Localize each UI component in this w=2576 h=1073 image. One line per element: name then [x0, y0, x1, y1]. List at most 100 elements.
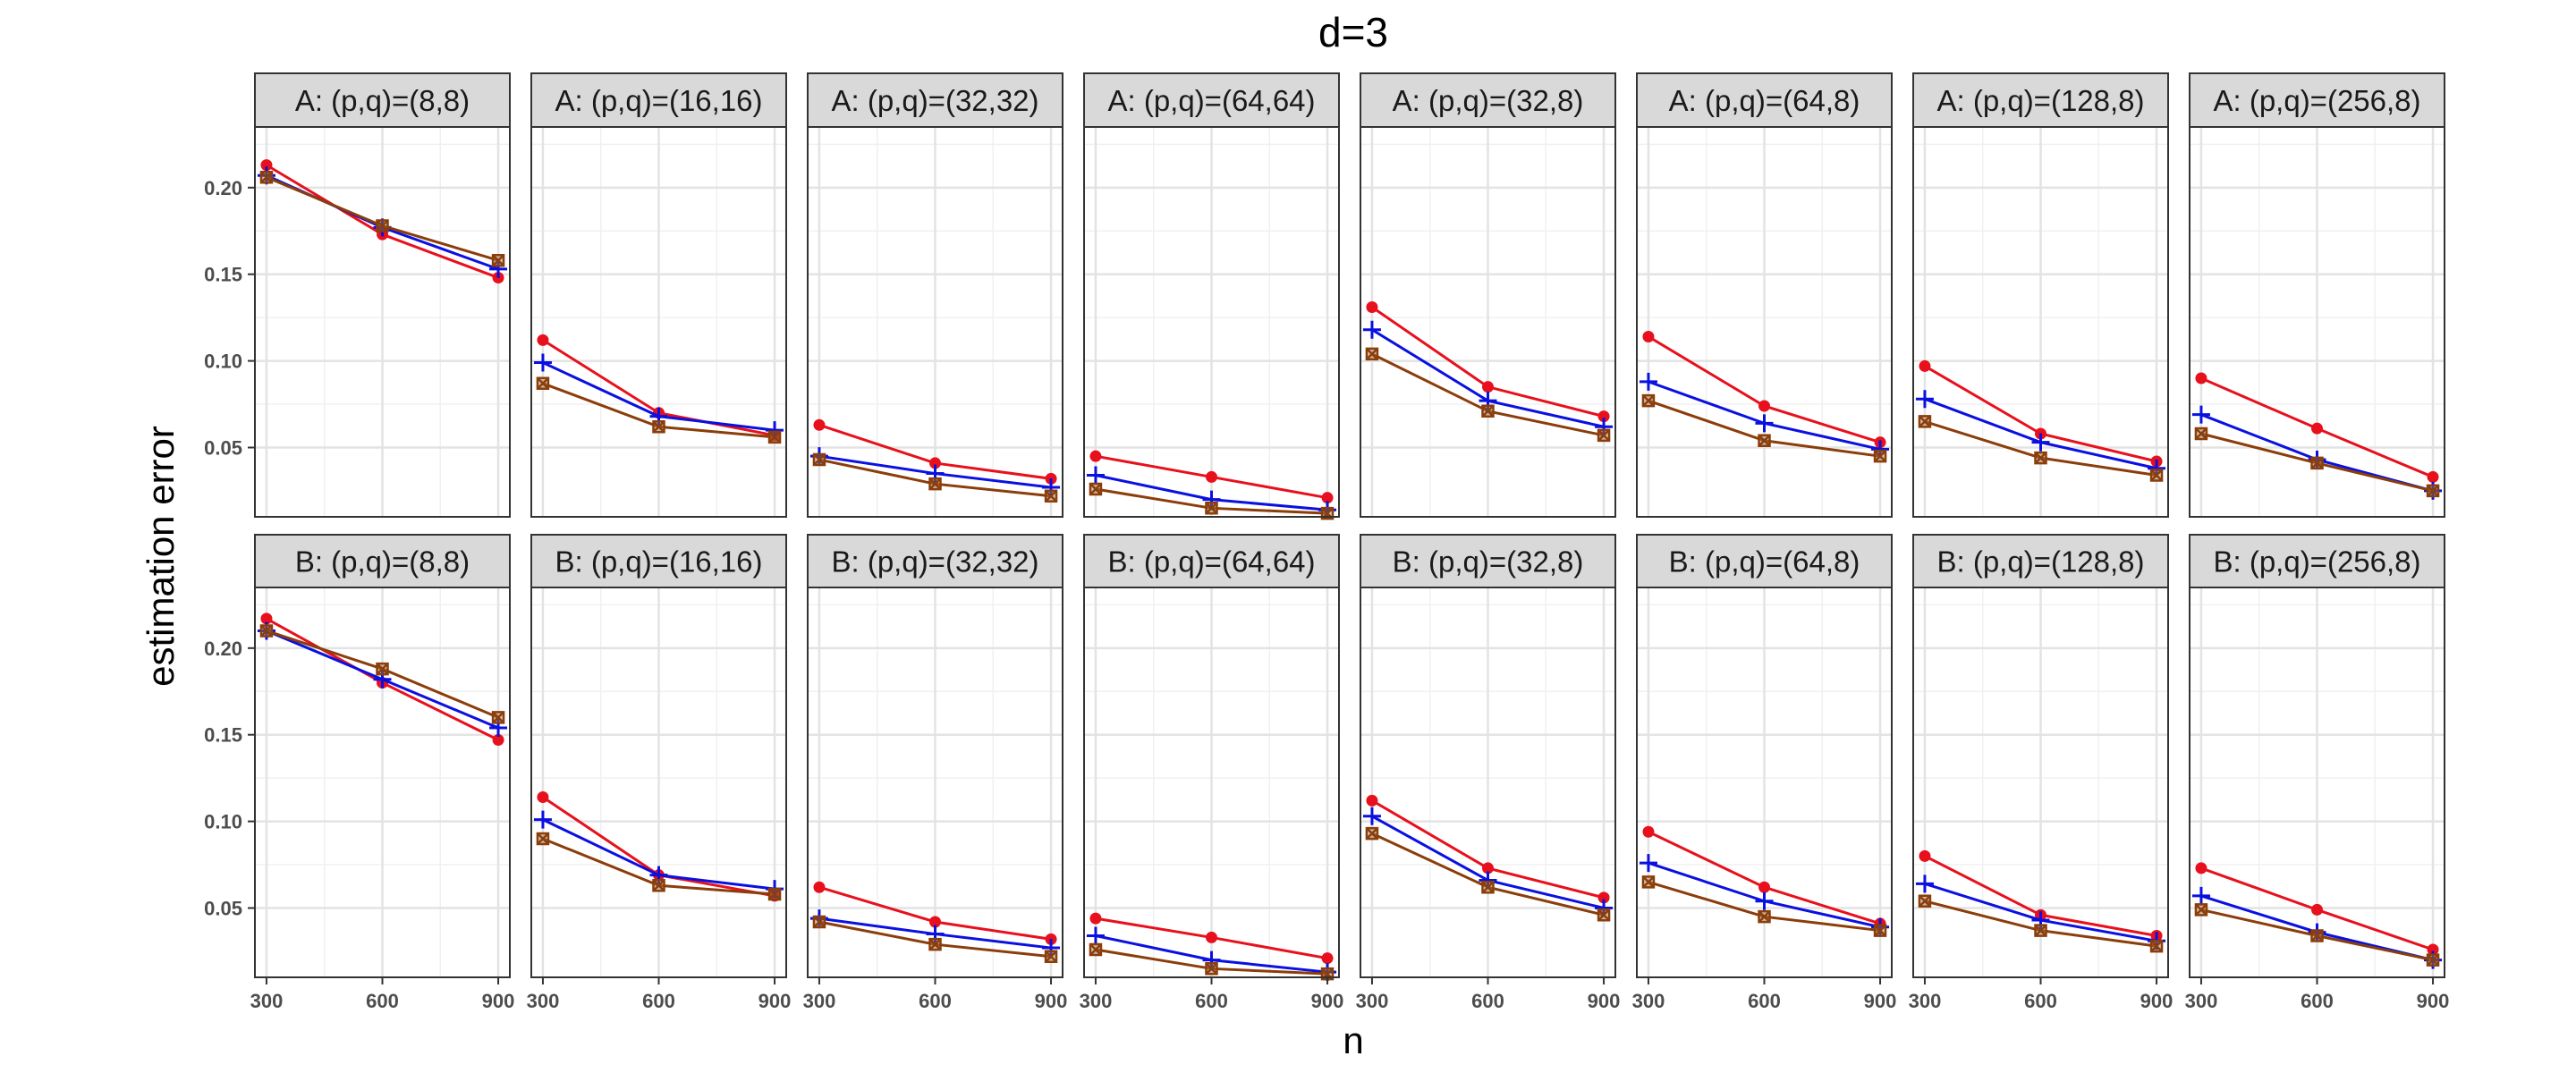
facet-strip-label: B: (p,q)=(8,8) [295, 545, 470, 579]
data-point-s3 [2310, 456, 2324, 470]
facet-panel-b-3: B: (p,q)=(32,32) 300 600 900 [803, 534, 1068, 1012]
x-tick-label: 600 [2024, 990, 2057, 1012]
chart-title: d=3 [1318, 9, 1388, 55]
facet-strip [254, 72, 511, 128]
data-point-s2 [1042, 939, 1061, 958]
data-point-s2 [489, 259, 508, 278]
data-point-s1 [537, 790, 549, 803]
data-point-s2 [1595, 418, 1614, 436]
data-point-s2 [1362, 320, 1381, 339]
x-tick-label: 600 [1471, 990, 1504, 1012]
x-tick-label: 300 [1909, 990, 1942, 1012]
data-point-s1 [2311, 422, 2323, 435]
data-point-s1 [537, 334, 549, 346]
facet-strip [1912, 534, 2169, 588]
data-point-s1 [1089, 450, 1102, 462]
facet-panel-a-3: A: (p,q)=(32,32) [807, 72, 1063, 518]
data-point-s1 [1206, 931, 1217, 943]
data-point-s2 [2031, 433, 2050, 452]
data-point-s2 [1086, 926, 1105, 945]
facet-strip-label: A: (p,q)=(8,8) [295, 84, 470, 117]
data-point-s2 [1755, 414, 1774, 433]
data-point-s3 [1597, 908, 1611, 922]
data-point-s1 [1206, 470, 1217, 483]
data-point-s3 [1365, 347, 1379, 361]
y-tick-label: 0.15 [204, 264, 242, 286]
data-point-s3 [652, 419, 665, 434]
facet-strip-label: A: (p,q)=(256,8) [2213, 84, 2420, 117]
facet-strip-label: B: (p,q)=(64,8) [1669, 545, 1860, 579]
x-axis-title: n [1343, 1019, 1363, 1061]
data-point-s3 [1205, 502, 1218, 515]
data-point-s1 [1758, 881, 1770, 893]
data-point-s1 [1919, 849, 1931, 862]
data-point-s1 [929, 457, 941, 469]
data-point-s3 [376, 219, 389, 232]
x-tick-label: 300 [1632, 990, 1665, 1012]
data-point-s3 [1918, 415, 1932, 428]
facet-strip [1636, 72, 1893, 128]
facet-strip [807, 534, 1063, 588]
data-point-s3 [1641, 393, 1656, 408]
panel-border [807, 126, 1063, 518]
data-point-s1 [1919, 359, 1931, 372]
x-tick-label: 600 [919, 990, 952, 1012]
y-tick-label: 0.20 [204, 177, 242, 199]
data-point-s3 [767, 430, 782, 444]
data-point-s3 [1758, 909, 1771, 924]
data-point-s3 [2426, 953, 2440, 967]
facet-panel-a-1: A: (p,q)=(8,8) 0.05 0.10 0.15 0.20 [204, 72, 511, 518]
facet-strip-label: A: (p,q)=(32,32) [831, 84, 1038, 117]
panel-border [254, 126, 511, 518]
x-tick-label: 300 [527, 990, 560, 1012]
data-point-s3 [1873, 924, 1887, 937]
x-tick-label: 900 [1035, 990, 1068, 1012]
facet-panel-a-8: A: (p,q)=(256,8) [2189, 72, 2445, 518]
facet-panel-a-6: A: (p,q)=(64,8) [1636, 72, 1893, 518]
data-point-s3 [2149, 939, 2164, 953]
y-tick-label: 0.20 [204, 638, 242, 660]
x-tick-label: 900 [482, 990, 515, 1012]
facet-strip-label: B: (p,q)=(16,16) [555, 545, 762, 579]
facet-panel-a-5: A: (p,q)=(32,8) [1360, 72, 1616, 518]
data-point-s3 [928, 477, 942, 491]
y-tick-label: 0.10 [204, 351, 242, 373]
x-tick-label: 600 [2301, 990, 2334, 1012]
data-point-s3 [1089, 482, 1103, 496]
facet-panel-b-2: B: (p,q)=(16,16) 300 600 900 [527, 534, 791, 1012]
data-point-s3 [2194, 903, 2208, 917]
facet-strip [530, 72, 787, 128]
x-tick-label: 600 [642, 990, 675, 1012]
data-point-s2 [2191, 886, 2210, 905]
data-point-s3 [1597, 428, 1611, 443]
facet-strip [530, 534, 787, 588]
data-point-s3 [652, 879, 665, 892]
x-tick-label: 300 [803, 990, 836, 1012]
data-point-s3 [1044, 489, 1058, 503]
data-point-s1 [1597, 891, 1610, 904]
data-point-s1 [260, 613, 273, 625]
data-point-s1 [1482, 862, 1494, 874]
data-point-s1 [492, 734, 504, 747]
data-point-s1 [1597, 410, 1610, 423]
facet-strip [2189, 72, 2445, 128]
data-point-s3 [1089, 942, 1103, 957]
panel-border [1083, 126, 1340, 518]
data-point-s2 [533, 353, 552, 372]
facet-panel-a-2: A: (p,q)=(16,16) [530, 72, 787, 518]
data-point-s3 [812, 452, 826, 467]
x-tick-label: 300 [1080, 990, 1113, 1012]
data-point-s3 [1044, 950, 1058, 963]
data-point-s3 [1918, 894, 1932, 908]
data-point-s3 [928, 937, 942, 951]
data-point-s1 [2195, 372, 2207, 384]
data-point-s1 [1642, 330, 1655, 342]
data-point-s3 [536, 376, 550, 391]
panel-border [2189, 126, 2445, 518]
data-point-s1 [813, 418, 826, 431]
data-point-s3 [767, 887, 782, 901]
facet-panel-b-4: B: (p,q)=(64,64) 300 600 900 [1080, 534, 1343, 1012]
facet-strip [807, 72, 1063, 128]
data-point-s2 [1202, 490, 1221, 509]
data-point-s3 [1758, 434, 1771, 447]
